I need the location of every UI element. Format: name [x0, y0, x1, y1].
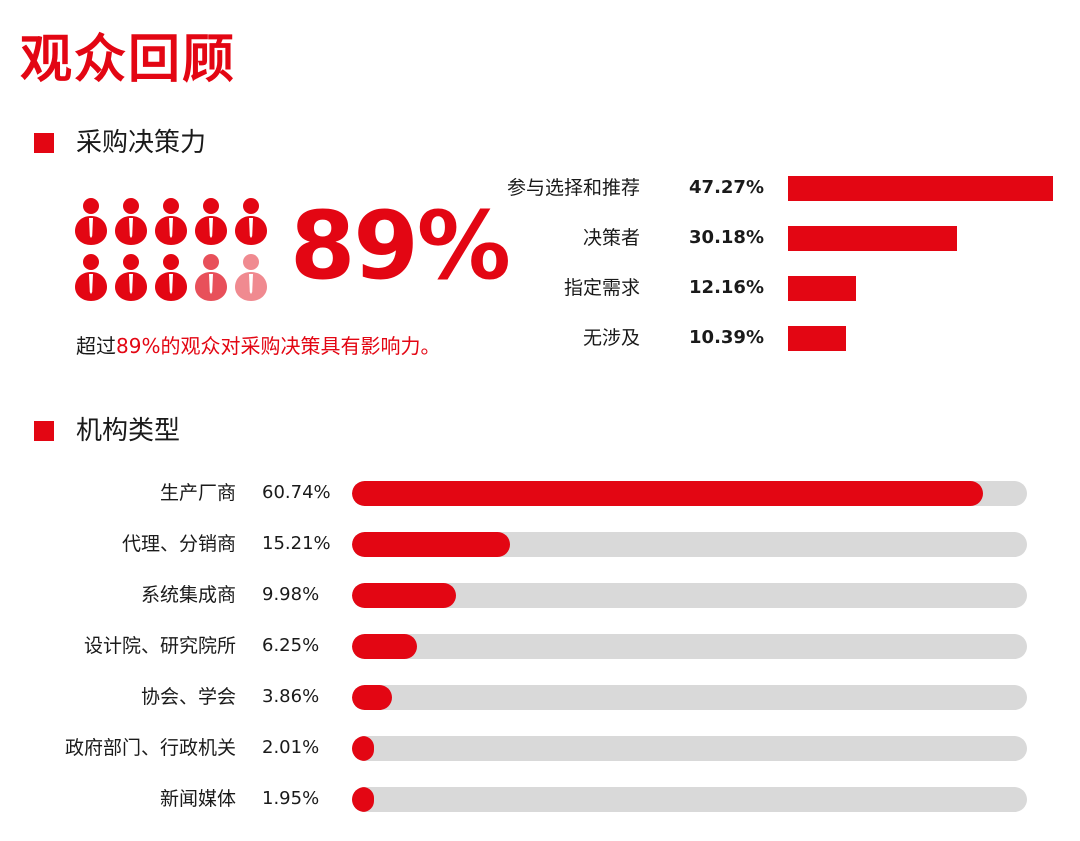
- person-icon: [114, 196, 148, 250]
- person-icon: [194, 252, 228, 306]
- section-header-org-type: 机构类型: [34, 416, 180, 446]
- bar: [788, 326, 846, 351]
- value-label: 6.25%: [262, 635, 320, 656]
- person-icon: [114, 252, 148, 306]
- bar-row: 参与选择和推荐 47.27%: [440, 174, 1060, 202]
- bar-row: 决策者 30.18%: [440, 224, 1060, 252]
- bar-track: [352, 583, 1027, 608]
- value-label: 60.74%: [262, 482, 331, 503]
- bar: [352, 787, 374, 812]
- person-icon: [154, 196, 188, 250]
- bar: [352, 634, 417, 659]
- category-label: 政府部门、行政机关: [64, 737, 236, 759]
- section-header-purchase-decision: 采购决策力: [34, 128, 206, 158]
- value-label: 12.16%: [689, 277, 764, 298]
- page-title: 观众回顾: [20, 30, 237, 90]
- category-label: 生产厂商: [159, 482, 236, 504]
- category-label: 代理、分销商: [121, 533, 236, 555]
- section-marker-square: [34, 421, 54, 441]
- person-icon: [74, 196, 108, 250]
- person-icon: [234, 196, 268, 250]
- bar: [352, 736, 374, 761]
- bar-row: 指定需求 12.16%: [440, 274, 1060, 302]
- category-label: 设计院、研究院所: [83, 635, 236, 657]
- bar-row: 政府部门、行政机关 2.01%: [0, 734, 1080, 762]
- section-title: 机构类型: [76, 416, 181, 446]
- bar-track: [352, 685, 1027, 710]
- bar: [788, 226, 957, 251]
- category-label: 指定需求: [563, 277, 640, 299]
- value-label: 10.39%: [689, 327, 764, 348]
- person-icon: [194, 196, 228, 250]
- value-label: 30.18%: [689, 227, 764, 248]
- bar: [352, 685, 392, 710]
- category-label: 参与选择和推荐: [506, 177, 640, 199]
- note-highlight: 89%的观众对采购决策具有影响力。: [116, 334, 441, 358]
- bar-row: 协会、学会 3.86%: [0, 683, 1080, 711]
- decision-note: 超过89%的观众对采购决策具有影响力。: [76, 332, 440, 360]
- value-label: 9.98%: [262, 584, 320, 605]
- category-label: 系统集成商: [140, 584, 236, 606]
- bar: [352, 481, 983, 506]
- bar: [352, 532, 510, 557]
- bar-row: 设计院、研究院所 6.25%: [0, 632, 1080, 660]
- value-label: 3.86%: [262, 686, 320, 707]
- note-prefix: 超过: [76, 334, 116, 358]
- category-label: 决策者: [582, 227, 640, 249]
- category-label: 协会、学会: [140, 686, 236, 708]
- category-label: 新闻媒体: [159, 788, 236, 810]
- category-label: 无涉及: [582, 327, 640, 349]
- section-title: 采购决策力: [76, 128, 207, 158]
- people-icon-grid: [74, 196, 274, 301]
- value-label: 1.95%: [262, 788, 320, 809]
- bar-row: 代理、分销商 15.21%: [0, 530, 1080, 558]
- bar-row: 生产厂商 60.74%: [0, 479, 1080, 507]
- person-icon: [74, 252, 108, 306]
- bar-track: [352, 634, 1027, 659]
- bar-row: 系统集成商 9.98%: [0, 581, 1080, 609]
- bar-track: [352, 736, 1027, 761]
- bar: [788, 176, 1053, 201]
- value-label: 2.01%: [262, 737, 320, 758]
- person-icon: [234, 252, 268, 306]
- bar-row: 新闻媒体 1.95%: [0, 785, 1080, 813]
- bar-track: [352, 532, 1027, 557]
- bar-row: 无涉及 10.39%: [440, 324, 1060, 352]
- person-icon: [154, 252, 188, 306]
- bar-track: [352, 481, 1027, 506]
- big-percent-stat: 89%: [290, 192, 511, 301]
- value-label: 47.27%: [689, 177, 764, 198]
- value-label: 15.21%: [262, 533, 331, 554]
- bar-track: [352, 787, 1027, 812]
- section-marker-square: [34, 133, 54, 153]
- bar: [788, 276, 856, 301]
- bar: [352, 583, 456, 608]
